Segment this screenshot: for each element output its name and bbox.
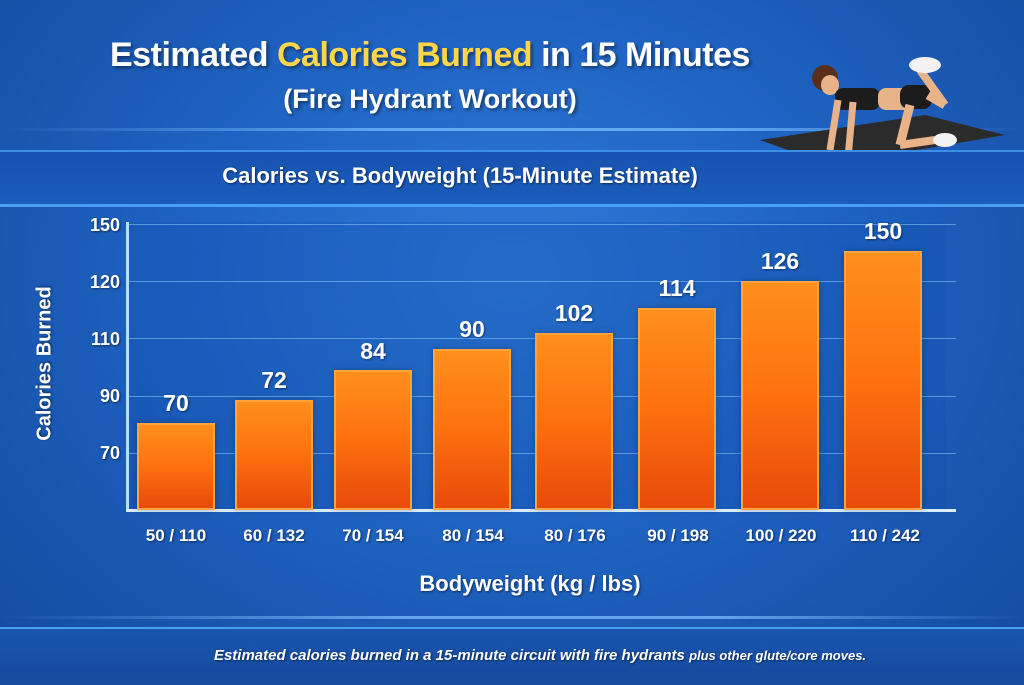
y-tick: 110 [90, 329, 120, 349]
gridline [129, 281, 956, 282]
bar [137, 423, 215, 510]
bar [535, 333, 613, 510]
bar-value-label: 70 [163, 390, 189, 416]
x-tick: 50 / 110 [145, 526, 207, 545]
x-tick: 80 / 176 [544, 526, 606, 545]
x-tick: 90 / 198 [647, 526, 709, 545]
bar-value-label: 114 [658, 275, 696, 301]
decorative-stripe-top [0, 128, 1024, 131]
gridline [129, 224, 956, 225]
bar [235, 400, 313, 510]
y-tick: 70 [99, 443, 120, 463]
title-highlight: Calories Burned [277, 36, 533, 74]
title-suffix: in 15 Minutes [532, 36, 750, 74]
bar-value-label: 72 [261, 367, 287, 393]
footer-band [0, 627, 1024, 685]
bar-value-label: 84 [360, 338, 386, 364]
x-tick: 60 / 132 [243, 526, 305, 545]
x-axis [126, 509, 956, 512]
y-tick: 120 [89, 272, 120, 292]
y-axis-label: Calories Burned [33, 286, 56, 441]
x-tick: 80 / 154 [442, 526, 504, 545]
chart-title: Calories vs. Bodyweight (15-Minute Estim… [222, 163, 698, 188]
x-tick: 100 / 220 [745, 526, 817, 545]
y-axis [126, 222, 129, 512]
page-title: Estimated Calories Burned in 15 Minutes [0, 36, 860, 75]
bar [741, 281, 819, 510]
bar [844, 251, 922, 510]
bar-value-label: 102 [554, 300, 594, 326]
y-tick: 150 [89, 215, 120, 235]
x-axis-label: Bodyweight (kg / lbs) [419, 571, 641, 596]
footer-note-main: Estimated calories burned in a 15-minute… [213, 647, 690, 664]
page-subtitle: (Fire Hydrant Workout) [283, 84, 577, 114]
x-tick: 70 / 154 [342, 526, 404, 545]
footer-note: Estimated calories burned in a 15-minute… [0, 647, 1024, 664]
footer-note-small: plus other glute/core moves. [689, 648, 867, 663]
bar [334, 370, 412, 510]
x-tick: 110 / 242 [850, 526, 920, 545]
bar-value-label: 150 [863, 218, 903, 244]
bar [433, 349, 511, 510]
bar-value-label: 126 [760, 248, 800, 274]
bar-value-label: 90 [459, 316, 485, 342]
y-tick: 90 [99, 386, 120, 406]
bar [638, 308, 716, 510]
decorative-stripe-bottom [0, 616, 1024, 619]
title-prefix: Estimated [110, 36, 277, 74]
chart-title-band [0, 150, 1024, 207]
